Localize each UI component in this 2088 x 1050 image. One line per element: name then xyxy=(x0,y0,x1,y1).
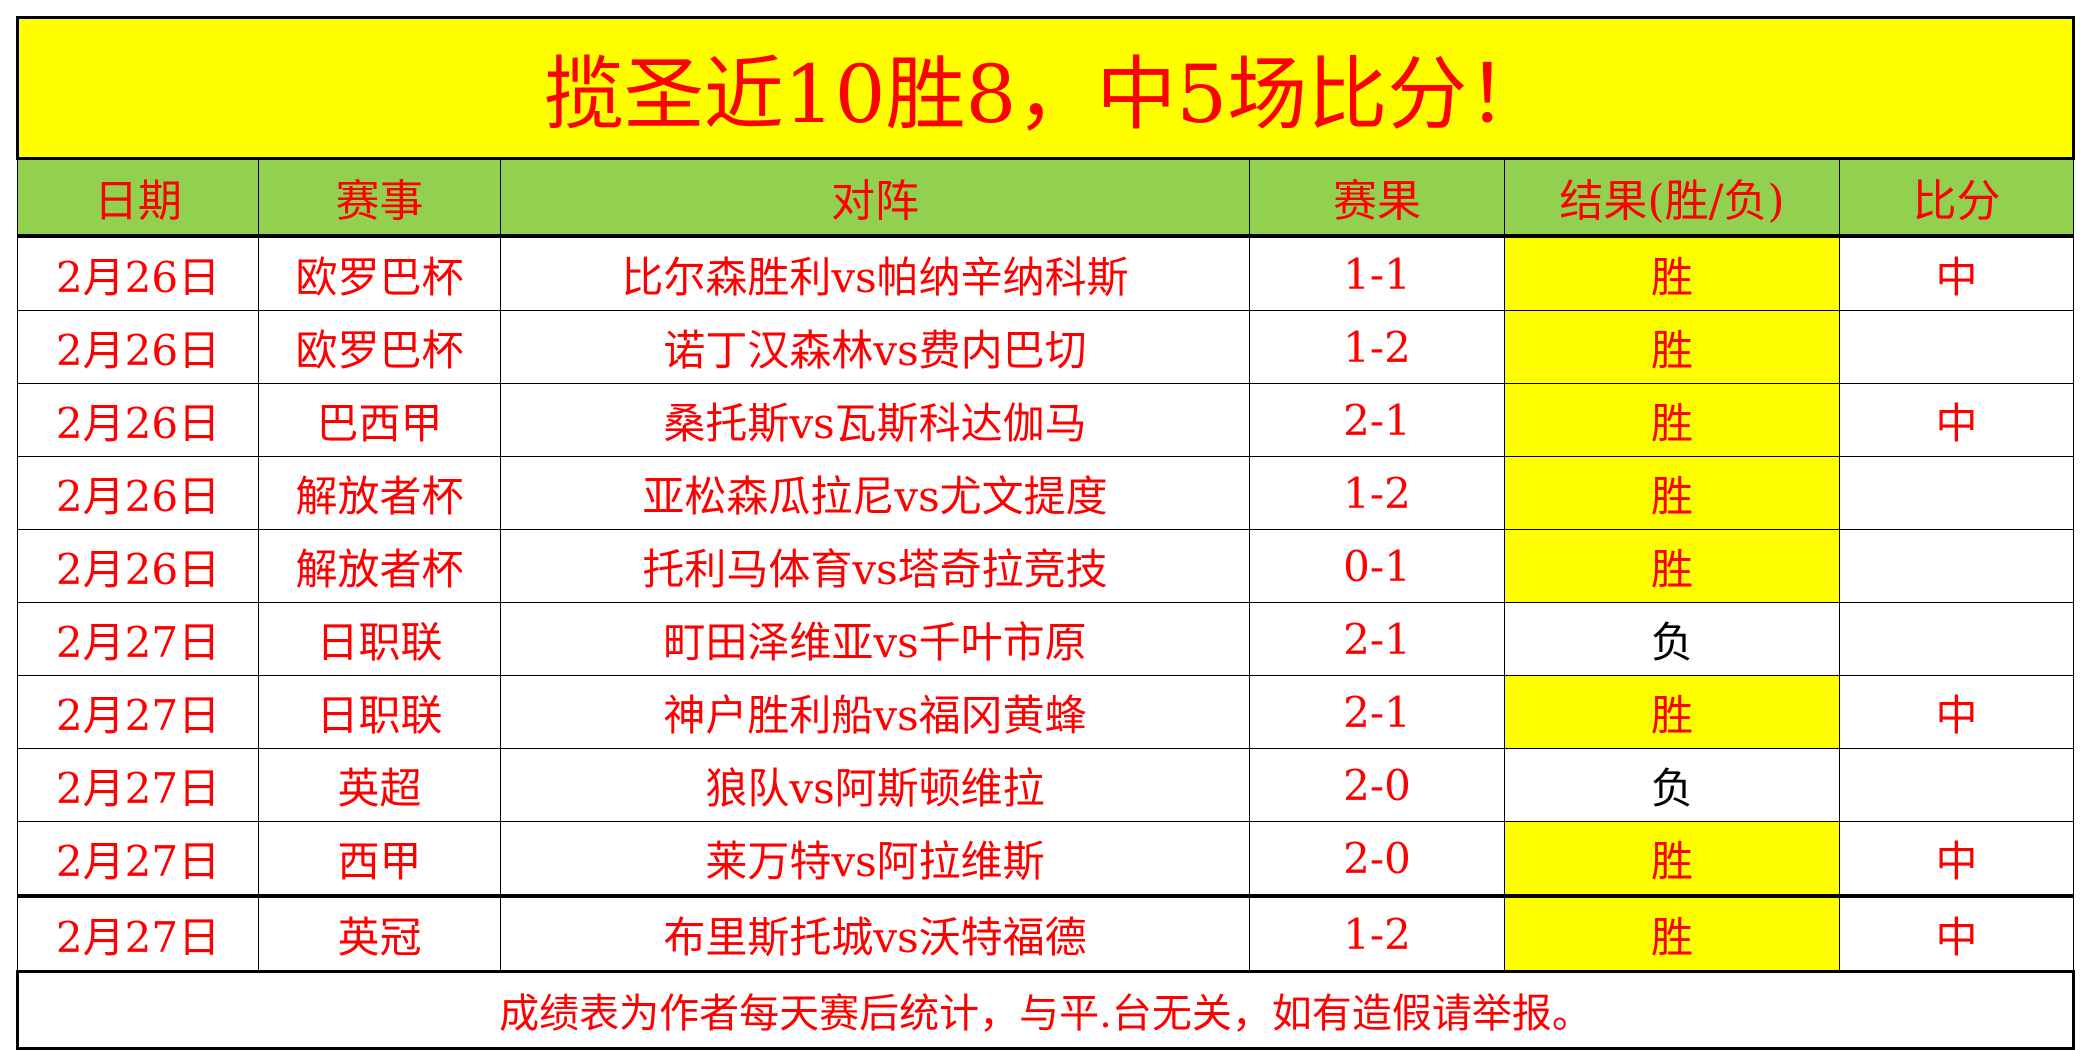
cell-match: 诺丁汉森林vs费内巴切 xyxy=(500,310,1250,384)
header-score: 赛果 xyxy=(1249,158,1505,238)
cell-hit: 中 xyxy=(1839,675,2074,749)
cell-result: 负 xyxy=(1504,602,1840,676)
table-row: 2月26日 解放者杯 亚松森瓜拉尼vs尤文提度 1-2 胜 xyxy=(17,456,2074,530)
cell-date: 2月26日 xyxy=(17,310,259,384)
header-date: 日期 xyxy=(17,158,259,238)
cell-score: 2-0 xyxy=(1249,748,1505,822)
cell-date: 2月26日 xyxy=(17,235,259,311)
header-hit: 比分 xyxy=(1839,158,2074,238)
results-table: 揽圣近10胜8，中5场比分！ 日期 赛事 对阵 赛果 结果(胜/负) 比分 2月… xyxy=(16,16,2075,1050)
cell-score: 1-2 xyxy=(1249,310,1505,384)
cell-hit: 中 xyxy=(1839,895,2074,972)
cell-match: 神户胜利船vs福冈黄蜂 xyxy=(500,675,1250,749)
table-row: 2月26日 欧罗巴杯 诺丁汉森林vs费内巴切 1-2 胜 xyxy=(17,310,2074,384)
page-title: 揽圣近10胜8，中5场比分！ xyxy=(16,16,2075,160)
cell-date: 2月26日 xyxy=(17,383,259,457)
table-row: 2月27日 西甲 莱万特vs阿拉维斯 2-0 胜中 xyxy=(17,821,2074,898)
cell-match: 布里斯托城vs沃特福德 xyxy=(500,895,1250,972)
cell-result: 胜 xyxy=(1504,383,1840,457)
cell-hit xyxy=(1839,456,2074,530)
cell-league: 欧罗巴杯 xyxy=(258,235,501,311)
header-league: 赛事 xyxy=(258,158,501,238)
table-row: 2月26日 解放者杯 托利马体育vs塔奇拉竞技 0-1 胜 xyxy=(17,529,2074,603)
cell-date: 2月27日 xyxy=(17,821,259,898)
cell-score: 2-1 xyxy=(1249,602,1505,676)
cell-date: 2月27日 xyxy=(17,748,259,822)
table-row: 2月27日 日职联 神户胜利船vs福冈黄蜂 2-1 胜中 xyxy=(17,675,2074,749)
cell-result: 胜 xyxy=(1504,529,1840,603)
cell-score: 1-2 xyxy=(1249,456,1505,530)
footer-note: 成绩表为作者每天赛后统计，与平.台无关，如有造假请举报。 xyxy=(16,970,2075,1050)
cell-league: 英冠 xyxy=(258,895,501,972)
cell-score: 2-1 xyxy=(1249,383,1505,457)
cell-score: 1-2 xyxy=(1249,895,1505,972)
table-row: 2月27日 英超 狼队vs阿斯顿维拉 2-0 负 xyxy=(17,748,2074,822)
cell-hit xyxy=(1839,602,2074,676)
cell-score: 2-0 xyxy=(1249,821,1505,898)
cell-league: 巴西甲 xyxy=(258,383,501,457)
cell-league: 解放者杯 xyxy=(258,456,501,530)
cell-hit xyxy=(1839,310,2074,384)
cell-result: 胜 xyxy=(1504,310,1840,384)
header-row: 日期 赛事 对阵 赛果 结果(胜/负) 比分 xyxy=(17,158,2074,238)
header-match: 对阵 xyxy=(500,158,1250,238)
cell-match: 比尔森胜利vs帕纳辛纳科斯 xyxy=(500,235,1250,311)
cell-hit: 中 xyxy=(1839,821,2074,898)
cell-date: 2月27日 xyxy=(17,895,259,972)
cell-result: 胜 xyxy=(1504,456,1840,530)
table-row: 2月26日 巴西甲 桑托斯vs瓦斯科达伽马 2-1 胜中 xyxy=(17,383,2074,457)
table-row: 2月27日 日职联 町田泽维亚vs千叶市原 2-1 负 xyxy=(17,602,2074,676)
cell-result: 胜 xyxy=(1504,821,1840,898)
cell-result: 胜 xyxy=(1504,675,1840,749)
cell-match: 桑托斯vs瓦斯科达伽马 xyxy=(500,383,1250,457)
cell-hit xyxy=(1839,529,2074,603)
cell-result: 胜 xyxy=(1504,895,1840,972)
table-row: 2月26日 欧罗巴杯 比尔森胜利vs帕纳辛纳科斯 1-1 胜中 xyxy=(17,235,2074,311)
cell-score: 1-1 xyxy=(1249,235,1505,311)
cell-hit: 中 xyxy=(1839,383,2074,457)
cell-match: 托利马体育vs塔奇拉竞技 xyxy=(500,529,1250,603)
cell-score: 0-1 xyxy=(1249,529,1505,603)
cell-league: 日职联 xyxy=(258,602,501,676)
cell-score: 2-1 xyxy=(1249,675,1505,749)
cell-league: 西甲 xyxy=(258,821,501,898)
cell-match: 莱万特vs阿拉维斯 xyxy=(500,821,1250,898)
cell-result: 胜 xyxy=(1504,235,1840,311)
cell-date: 2月26日 xyxy=(17,529,259,603)
cell-hit xyxy=(1839,748,2074,822)
cell-match: 亚松森瓜拉尼vs尤文提度 xyxy=(500,456,1250,530)
cell-result: 负 xyxy=(1504,748,1840,822)
cell-match: 町田泽维亚vs千叶市原 xyxy=(500,602,1250,676)
cell-league: 英超 xyxy=(258,748,501,822)
table-row: 2月27日 英冠 布里斯托城vs沃特福德 1-2 胜中 xyxy=(17,895,2074,972)
cell-date: 2月27日 xyxy=(17,602,259,676)
cell-match: 狼队vs阿斯顿维拉 xyxy=(500,748,1250,822)
cell-date: 2月26日 xyxy=(17,456,259,530)
cell-league: 欧罗巴杯 xyxy=(258,310,501,384)
cell-hit: 中 xyxy=(1839,235,2074,311)
header-result: 结果(胜/负) xyxy=(1504,158,1840,238)
cell-league: 解放者杯 xyxy=(258,529,501,603)
cell-league: 日职联 xyxy=(258,675,501,749)
cell-date: 2月27日 xyxy=(17,675,259,749)
